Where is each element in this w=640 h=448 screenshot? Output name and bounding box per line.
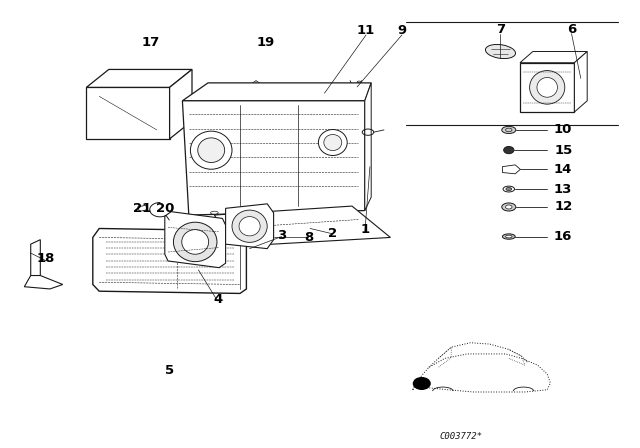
Text: 5: 5 xyxy=(165,364,174,378)
Text: 9: 9 xyxy=(397,24,406,37)
Polygon shape xyxy=(365,83,371,211)
Polygon shape xyxy=(138,205,147,211)
Ellipse shape xyxy=(503,186,515,192)
Polygon shape xyxy=(86,69,192,87)
Polygon shape xyxy=(182,101,365,215)
Polygon shape xyxy=(93,228,246,293)
Text: 12: 12 xyxy=(554,200,572,214)
Ellipse shape xyxy=(506,235,512,238)
Text: C003772*: C003772* xyxy=(439,432,483,441)
Polygon shape xyxy=(24,276,63,289)
Text: 17: 17 xyxy=(141,36,159,49)
Ellipse shape xyxy=(191,131,232,169)
Ellipse shape xyxy=(502,203,516,211)
Ellipse shape xyxy=(504,146,514,154)
Ellipse shape xyxy=(506,187,512,190)
Ellipse shape xyxy=(173,222,217,262)
Bar xyxy=(250,114,291,159)
Polygon shape xyxy=(31,240,40,280)
Ellipse shape xyxy=(239,216,260,236)
Circle shape xyxy=(413,378,430,389)
Text: 18: 18 xyxy=(37,252,55,266)
Polygon shape xyxy=(208,96,250,125)
Polygon shape xyxy=(165,212,226,268)
Polygon shape xyxy=(575,52,588,112)
Text: 16: 16 xyxy=(554,230,572,243)
Ellipse shape xyxy=(324,134,342,151)
Polygon shape xyxy=(520,63,575,112)
Polygon shape xyxy=(170,69,192,139)
Polygon shape xyxy=(86,87,170,139)
Polygon shape xyxy=(502,165,520,174)
Text: 4: 4 xyxy=(213,293,222,306)
Text: 13: 13 xyxy=(554,182,572,196)
Text: 7: 7 xyxy=(496,22,505,36)
Text: 2: 2 xyxy=(328,227,337,241)
Text: 20: 20 xyxy=(156,202,174,215)
Ellipse shape xyxy=(485,44,516,59)
Ellipse shape xyxy=(537,78,557,97)
Ellipse shape xyxy=(506,205,512,209)
Ellipse shape xyxy=(319,129,347,155)
Ellipse shape xyxy=(502,234,515,239)
Text: 21: 21 xyxy=(133,202,151,215)
Polygon shape xyxy=(214,206,390,246)
Polygon shape xyxy=(520,52,588,63)
Text: 14: 14 xyxy=(554,163,572,176)
Text: 3: 3 xyxy=(277,228,286,242)
Ellipse shape xyxy=(182,229,209,254)
Text: 1: 1 xyxy=(360,223,369,236)
Polygon shape xyxy=(182,83,371,101)
Ellipse shape xyxy=(530,70,565,104)
Polygon shape xyxy=(226,204,274,249)
Bar xyxy=(246,112,294,161)
Text: 11: 11 xyxy=(357,24,375,37)
Text: 15: 15 xyxy=(554,143,572,157)
Text: 10: 10 xyxy=(554,123,572,137)
Polygon shape xyxy=(243,81,266,96)
Ellipse shape xyxy=(232,210,268,242)
Text: 6: 6 xyxy=(567,22,576,36)
Text: 8: 8 xyxy=(304,231,313,244)
Ellipse shape xyxy=(502,126,516,134)
Ellipse shape xyxy=(198,138,225,163)
Text: 19: 19 xyxy=(257,36,275,49)
